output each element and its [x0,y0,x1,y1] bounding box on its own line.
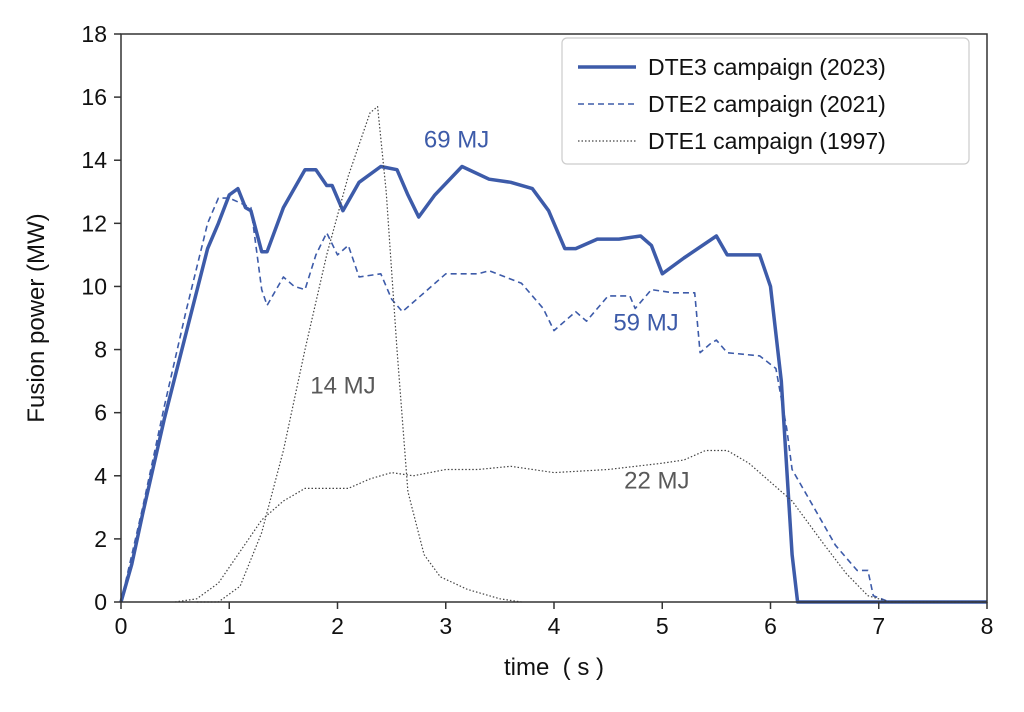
x-tick-label: 1 [223,613,236,639]
energy-annotation: 59 MJ [613,310,678,337]
y-tick-label: 16 [81,84,107,110]
series-line-dotted-1 [175,449,987,603]
x-tick-label: 8 [981,613,994,639]
y-tick-label: 2 [94,526,107,552]
y-axis-label: Fusion power (MW) [23,213,50,422]
x-tick-label: 3 [439,613,452,639]
y-tick-label: 8 [94,337,107,363]
y-tick-label: 12 [81,210,107,236]
x-tick-label: 4 [548,613,561,639]
y-tick-label: 0 [94,589,107,615]
legend-label: DTE3 campaign (2023) [648,54,886,80]
x-tick-label: 7 [872,613,885,639]
legend-box [561,37,970,165]
y-tick-label: 18 [81,21,107,47]
y-tick-label: 10 [81,273,107,299]
series-line-dotted-0 [196,106,522,603]
legend: DTE3 campaign (2023) DTE2 campaign (2021)… [561,37,970,165]
x-axis-label: time ( s ) [504,654,604,681]
x-tick-label: 0 [115,613,128,639]
x-tick-label: 6 [764,613,777,639]
legend-label: DTE2 campaign (2021) [648,91,886,117]
legend-label: DTE1 campaign (1997) [648,128,886,154]
series-line-dashed-0 [120,197,987,603]
energy-annotation: 14 MJ [310,373,375,400]
x-tick-label: 5 [656,613,669,639]
series-layer [119,106,987,604]
energy-annotation: 22 MJ [624,467,689,494]
y-tick-label: 4 [94,463,107,489]
x-tick-label: 2 [331,613,344,639]
y-tick-label: 6 [94,400,107,426]
energy-annotation: 69 MJ [424,127,489,154]
annotations: 69 MJ 59 MJ 14 MJ 22 MJ [310,127,689,495]
series-line-solid-0 [119,164,987,604]
y-tick-label: 14 [81,147,107,173]
